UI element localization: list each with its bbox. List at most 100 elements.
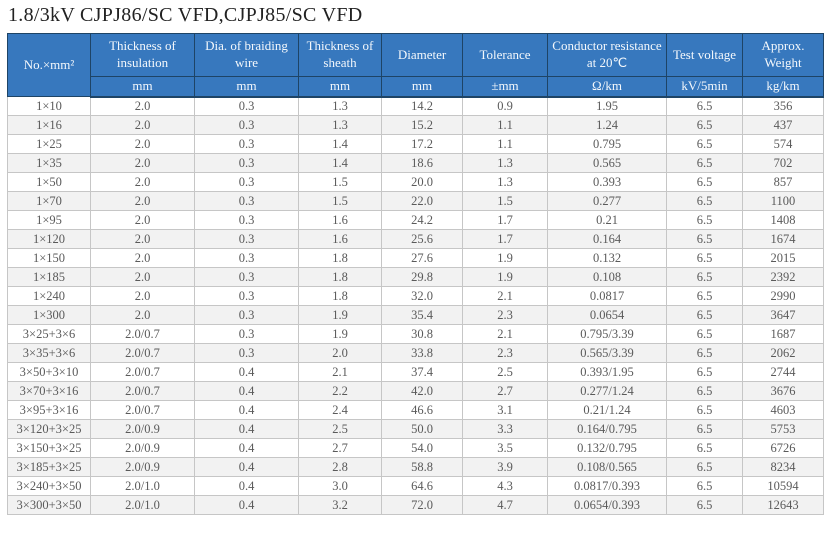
table-cell: 6.5 [666,134,743,155]
unit-tolerance: ±mm [462,75,548,98]
table-cell: 2.0/1.0 [90,476,195,497]
table-cell: 3.9 [462,457,548,478]
column-header-resistance: Conductor resistance at 20℃ [547,33,667,77]
table-cell: 0.795 [547,134,667,155]
table-cell: 17.2 [381,134,463,155]
table-row: 1×10 2.0 0.3 1.3 14.2 0.9 1.95 6.5 356 [7,96,824,117]
table-cell: 1.8 [298,248,382,269]
unit-voltage: kV/5min [666,75,743,98]
table-cell: 0.9 [462,96,548,117]
table-cell: 1.6 [298,229,382,250]
table-cell: 0.3 [194,324,299,345]
table-cell: 37.4 [381,362,463,383]
table-cell: 3.0 [298,476,382,497]
table-cell: 35.4 [381,305,463,326]
table-cell: 0.108/0.565 [547,457,667,478]
table-cell: 1.7 [462,229,548,250]
table-cell: 27.6 [381,248,463,269]
table-cell: 1674 [742,229,824,250]
table-cell: 0.3 [194,229,299,250]
table-cell: 0.3 [194,305,299,326]
table-cell: 0.4 [194,419,299,440]
table-cell: 0.4 [194,438,299,459]
table-cell: 20.0 [381,172,463,193]
table-cell: 6.5 [666,172,743,193]
table-cell: 0.4 [194,495,299,516]
table-cell: 29.8 [381,267,463,288]
table-cell: 1.9 [462,248,548,269]
table-cell: 1×50 [7,172,91,193]
table-cell: 6.5 [666,476,743,497]
table-cell: 54.0 [381,438,463,459]
table-cell: 0.565/3.39 [547,343,667,364]
table-cell: 2.0/0.7 [90,381,195,402]
table-cell: 18.6 [381,153,463,174]
table-cell: 1×10 [7,96,91,117]
table-cell: 1×150 [7,248,91,269]
table-row: 3×50+3×10 2.0/0.7 0.4 2.1 37.4 2.5 0.393/1.95 6… [7,362,824,383]
table-cell: 2.0/0.7 [90,400,195,421]
table-cell: 2.3 [462,305,548,326]
table-row: 3×150+3×25 2.0/0.9 0.4 2.7 54.0 3.5 0.132/0.79… [7,438,824,459]
table-cell: 1100 [742,191,824,212]
table-cell: 2.7 [298,438,382,459]
table-cell: 0.0817 [547,286,667,307]
table-row: 1×35 2.0 0.3 1.4 18.6 1.3 0.565 6.5 702 [7,153,824,174]
table-cell: 2.5 [298,419,382,440]
table-cell: 2.0 [90,153,195,174]
column-header-braiding: Dia. of braiding wire [194,33,299,77]
table-cell: 2.1 [462,324,548,345]
table-cell: 1.7 [462,210,548,231]
table-cell: 64.6 [381,476,463,497]
table-row: 1×150 2.0 0.3 1.8 27.6 1.9 0.132 6.5 2015 [7,248,824,269]
table-cell: 50.0 [381,419,463,440]
table-cell: 1×95 [7,210,91,231]
table-cell: 1.1 [462,115,548,136]
table-cell: 6.5 [666,267,743,288]
table-cell: 3×150+3×25 [7,438,91,459]
table-row: 3×95+3×16 2.0/0.7 0.4 2.4 46.6 3.1 0.21/1.24 6.… [7,400,824,421]
table-row: 1×185 2.0 0.3 1.8 29.8 1.9 0.108 6.5 2392 [7,267,824,288]
table-cell: 32.0 [381,286,463,307]
table-cell: 0.277/1.24 [547,381,667,402]
table-cell: 6.5 [666,400,743,421]
table-cell: 15.2 [381,115,463,136]
table-cell: 22.0 [381,191,463,212]
table-cell: 2.0/0.7 [90,324,195,345]
table-cell: 3.3 [462,419,548,440]
column-header-voltage: Test voltage [666,33,743,77]
table-cell: 6.5 [666,343,743,364]
table-cell: 0.0817/0.393 [547,476,667,497]
table-cell: 6.5 [666,96,743,117]
table-cell: 2392 [742,267,824,288]
table-cell: 0.21 [547,210,667,231]
table-cell: 1.9 [298,324,382,345]
table-row: 1×70 2.0 0.3 1.5 22.0 1.5 0.277 6.5 1100 [7,191,824,212]
table-cell: 3×300+3×50 [7,495,91,516]
table-cell: 2.0/0.9 [90,457,195,478]
table-cell: 2.0 [90,172,195,193]
table-cell: 1.4 [298,153,382,174]
table-cell: 1.3 [462,153,548,174]
table-cell: 6726 [742,438,824,459]
table-cell: 0.393/1.95 [547,362,667,383]
table-cell: 0.3 [194,134,299,155]
table-cell: 2.0/1.0 [90,495,195,516]
spec-table: No.×mm² Thickness of insulation Dia. of … [7,32,824,516]
table-cell: 2.0 [90,267,195,288]
table-cell: 30.8 [381,324,463,345]
table-cell: 2.0/0.7 [90,362,195,383]
table-cell: 4603 [742,400,824,421]
column-header-tolerance: Tolerance [462,33,548,77]
table-cell: 2.0 [90,115,195,136]
table-cell: 1687 [742,324,824,345]
table-cell: 0.565 [547,153,667,174]
table-cell: 2.3 [462,343,548,364]
table-cell: 0.0654/0.393 [547,495,667,516]
table-cell: 1×16 [7,115,91,136]
table-row: 1×50 2.0 0.3 1.5 20.0 1.3 0.393 6.5 857 [7,172,824,193]
table-row: 3×120+3×25 2.0/0.9 0.4 2.5 50.0 3.3 0.164/0.79… [7,419,824,440]
table-cell: 1.3 [462,172,548,193]
table-cell: 2.0/0.9 [90,438,195,459]
